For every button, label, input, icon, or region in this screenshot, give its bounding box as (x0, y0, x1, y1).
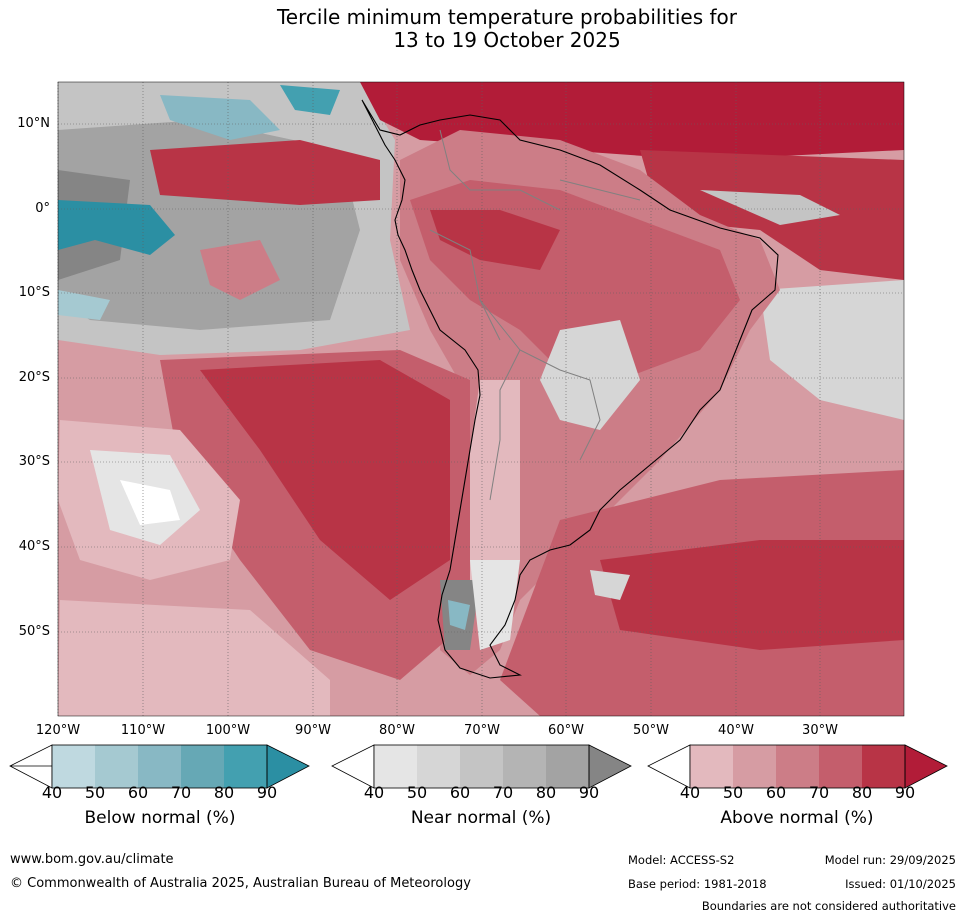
near-swatch (460, 745, 503, 788)
below-swatch (52, 745, 95, 788)
near-tick: 50 (406, 783, 428, 802)
model-run: Model run: 29/09/2025 (824, 853, 956, 867)
lon-label-60w: 60°W (548, 723, 584, 738)
country-borders (429, 129, 641, 501)
above-tick: 80 (851, 783, 873, 802)
near-tick: 90 (578, 783, 600, 802)
near-normal-title: Near normal (%) (410, 808, 552, 828)
footer-copyright: © Commonwealth of Australia 2025, Austra… (10, 876, 471, 891)
below-tick: 90 (256, 783, 278, 802)
below-tick: 50 (84, 783, 106, 802)
above-swatch (862, 745, 905, 788)
lon-label-40w: 40°W (718, 723, 754, 738)
lon-label-30w: 30°W (802, 723, 838, 738)
below-normal-title: Below normal (%) (84, 808, 236, 828)
below-tick: 40 (41, 783, 63, 802)
above-tick: 50 (722, 783, 744, 802)
probability-field (58, 82, 904, 716)
coastline (361, 99, 779, 679)
below-swatch (181, 745, 224, 788)
above-swatch (690, 745, 733, 788)
lat-label-20s: 20°S (18, 370, 50, 385)
above-swatch (819, 745, 862, 788)
above-swatch (905, 745, 947, 788)
lat-label-0: 0° (35, 201, 50, 216)
colorbar-above (647, 744, 948, 789)
near-tick: 80 (535, 783, 557, 802)
lat-label-10s: 10°S (18, 285, 50, 300)
below-swatch (95, 745, 138, 788)
lon-label-110w: 110°W (120, 723, 166, 738)
above-tick: 90 (894, 783, 916, 802)
above-swatch (776, 745, 819, 788)
footer-url: www.bom.gov.au/climate (10, 852, 174, 867)
near-swatch (546, 745, 589, 788)
below-swatch (224, 745, 267, 788)
above-tick: 60 (765, 783, 787, 802)
colorbar-below (9, 744, 310, 789)
issued-date: Issued: 01/10/2025 (845, 877, 956, 891)
above-normal-title: Above normal (%) (720, 808, 874, 828)
below-tick: 70 (170, 783, 192, 802)
lat-label-30s: 30°S (18, 454, 50, 469)
lon-label-100w: 100°W (205, 723, 251, 738)
above-tick: 70 (808, 783, 830, 802)
base-period: Base period: 1981-2018 (628, 877, 767, 891)
lat-label-10n: 10°N (17, 116, 50, 131)
near-swatch (417, 745, 460, 788)
near-swatch (374, 745, 417, 788)
model-name: Model: ACCESS-S2 (628, 853, 735, 867)
near-tick: 70 (492, 783, 514, 802)
near-swatch (589, 745, 631, 788)
map-title-line1: Tercile minimum temperature probabilitie… (276, 5, 738, 29)
above-tick: 40 (679, 783, 701, 802)
near-swatch (503, 745, 546, 788)
near-tick: 60 (449, 783, 471, 802)
below-swatch (267, 745, 309, 788)
lon-label-80w: 80°W (379, 723, 415, 738)
above-swatch (733, 745, 776, 788)
below-swatch (138, 745, 181, 788)
below-tick: 80 (213, 783, 235, 802)
lon-label-50w: 50°W (633, 723, 669, 738)
lon-label-70w: 70°W (464, 723, 500, 738)
below-tick: 60 (127, 783, 149, 802)
lat-label-40s: 40°S (18, 539, 50, 554)
lat-label-50s: 50°S (18, 624, 50, 639)
colorbar-near (331, 744, 632, 789)
boundaries-disclaimer: Boundaries are not considered authoritat… (701, 899, 956, 913)
map-title-line2: 13 to 19 October 2025 (393, 28, 621, 52)
lon-label-90w: 90°W (295, 723, 331, 738)
near-tick: 40 (363, 783, 385, 802)
lon-label-120w: 120°W (35, 723, 81, 738)
